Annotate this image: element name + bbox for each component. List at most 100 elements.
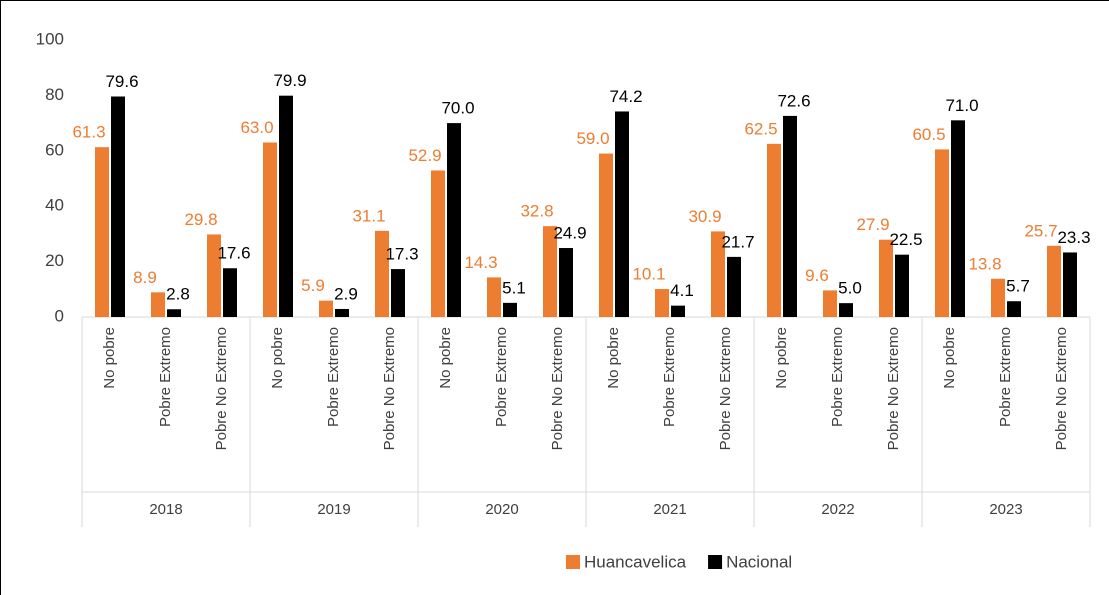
bar xyxy=(935,149,949,317)
data-label: 5.9 xyxy=(301,276,325,295)
x-tick-label: No pobre xyxy=(941,327,958,389)
bar xyxy=(223,268,237,317)
data-label: 8.9 xyxy=(133,268,157,287)
x-tick-label: Pobre No Extremo xyxy=(213,327,230,450)
bar xyxy=(111,96,125,318)
x-tick-label: No pobre xyxy=(773,327,790,389)
data-label: 22.5 xyxy=(889,230,922,249)
bar xyxy=(991,278,1005,317)
legend-swatch xyxy=(566,555,580,569)
y-tick-label: 100 xyxy=(36,29,64,48)
bar xyxy=(319,300,333,317)
x-tick-label: Pobre No Extremo xyxy=(549,327,566,450)
bar xyxy=(559,248,573,317)
group-label: 2021 xyxy=(653,501,686,518)
data-label: 10.1 xyxy=(632,265,665,284)
x-tick-label: Pobre Extremo xyxy=(661,327,678,427)
data-label: 2.9 xyxy=(334,284,358,303)
data-label: 5.0 xyxy=(838,279,862,298)
data-label: 30.9 xyxy=(688,207,721,226)
data-label: 71.0 xyxy=(945,96,978,115)
data-label: 31.1 xyxy=(352,206,385,225)
data-label: 70.0 xyxy=(441,99,474,118)
data-label: 17.3 xyxy=(385,245,418,264)
bar xyxy=(951,120,965,317)
data-label: 27.9 xyxy=(856,215,889,234)
bar xyxy=(503,302,517,317)
y-tick-label: 60 xyxy=(45,140,64,159)
x-tick-label: Pobre No Extremo xyxy=(717,327,734,450)
x-tick-label: Pobre Extremo xyxy=(997,327,1014,427)
bar xyxy=(839,303,853,317)
data-label: 9.6 xyxy=(805,266,829,285)
data-label: 32.8 xyxy=(520,202,553,221)
data-label: 17.6 xyxy=(217,244,250,263)
bar xyxy=(335,308,349,317)
x-tick-label: Pobre No Extremo xyxy=(885,327,902,450)
bar xyxy=(711,231,725,317)
bar xyxy=(431,170,445,317)
data-label: 29.8 xyxy=(184,210,217,229)
bar xyxy=(167,309,181,317)
bar xyxy=(1047,245,1061,317)
x-tick-label: No pobre xyxy=(437,327,454,389)
data-label: 79.9 xyxy=(273,71,306,90)
bar xyxy=(263,142,277,317)
bar xyxy=(151,292,165,317)
bar xyxy=(375,230,389,317)
data-label: 5.7 xyxy=(1006,277,1030,296)
data-label: 63.0 xyxy=(240,118,273,137)
bar xyxy=(487,277,501,317)
data-label: 25.7 xyxy=(1024,221,1057,240)
legend-swatch xyxy=(708,555,723,569)
data-label: 5.1 xyxy=(502,278,526,297)
group-label: 2020 xyxy=(485,501,518,518)
bar xyxy=(615,111,629,317)
data-label: 2.8 xyxy=(166,285,190,304)
bar xyxy=(767,143,781,317)
data-label: 74.2 xyxy=(609,87,642,106)
bar xyxy=(895,254,909,317)
data-label: 13.8 xyxy=(968,254,1001,273)
data-label: 21.7 xyxy=(721,232,754,251)
x-tick-label: Pobre No Extremo xyxy=(1053,327,1070,450)
legend-label: Huancavelica xyxy=(584,552,687,571)
x-tick-label: Pobre Extremo xyxy=(157,327,174,427)
data-label: 23.3 xyxy=(1057,228,1090,247)
data-label: 24.9 xyxy=(553,224,586,243)
data-label: 14.3 xyxy=(464,253,497,272)
bar xyxy=(1063,252,1077,317)
bar xyxy=(95,147,109,317)
bar xyxy=(599,153,613,317)
data-label: 59.0 xyxy=(576,129,609,148)
data-label: 52.9 xyxy=(408,146,441,165)
y-tick-label: 40 xyxy=(45,196,64,215)
x-tick-label: Pobre Extremo xyxy=(829,327,846,427)
x-tick-label: No pobre xyxy=(605,327,622,389)
group-label: 2019 xyxy=(317,501,350,518)
bar xyxy=(783,115,797,317)
y-tick-label: 20 xyxy=(45,251,64,270)
data-label: 72.6 xyxy=(777,91,810,110)
bar xyxy=(671,305,685,317)
x-tick-label: No pobre xyxy=(269,327,286,389)
y-tick-label: 80 xyxy=(45,85,64,104)
bar xyxy=(543,226,557,317)
data-label: 60.5 xyxy=(912,125,945,144)
group-label: 2022 xyxy=(821,501,854,518)
y-tick-label: 0 xyxy=(55,306,64,325)
bar xyxy=(879,239,893,317)
bar xyxy=(279,95,293,317)
x-tick-label: Pobre Extremo xyxy=(325,327,342,427)
bar xyxy=(823,290,837,317)
bar xyxy=(447,123,461,317)
x-tick-label: Pobre No Extremo xyxy=(381,327,398,450)
x-tick-label: No pobre xyxy=(101,327,118,389)
data-label: 61.3 xyxy=(72,123,105,142)
group-label: 2018 xyxy=(149,501,182,518)
data-label: 62.5 xyxy=(744,119,777,138)
bar xyxy=(207,234,221,317)
group-label: 2023 xyxy=(989,501,1022,518)
